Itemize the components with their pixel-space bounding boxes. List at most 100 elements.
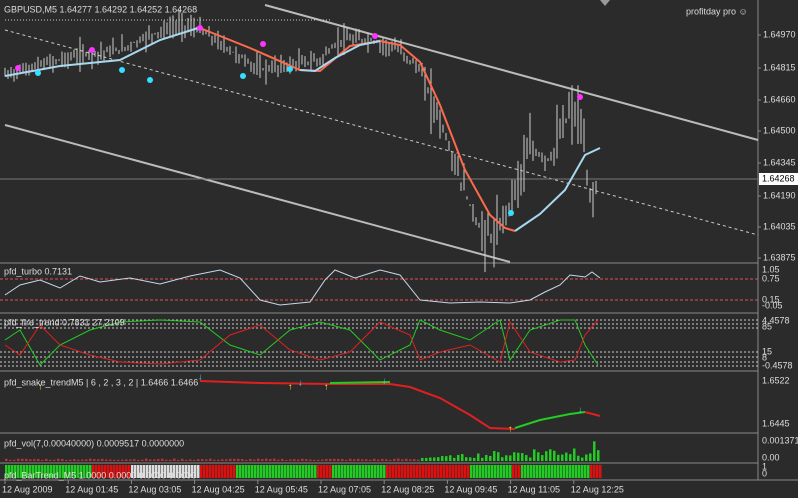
current-price: 1.64268	[762, 173, 795, 183]
volume-bar	[237, 458, 240, 461]
trend-bar	[533, 465, 536, 478]
time-label: 12 Aug 08:25	[381, 484, 434, 494]
ma-blue	[299, 40, 381, 73]
trend-bar	[557, 465, 560, 478]
trend-bar	[545, 465, 548, 478]
trend-bar	[566, 465, 569, 478]
volume-bar	[193, 459, 196, 461]
volume-bar	[497, 452, 500, 461]
volume-bar	[209, 458, 212, 461]
panel-axis-label: 15	[762, 346, 772, 356]
trend-bar	[122, 465, 125, 478]
time-label: 12 Aug 03:05	[128, 484, 181, 494]
volume-bar	[53, 459, 56, 461]
trend-bar	[254, 465, 257, 478]
volume-bar	[153, 459, 156, 461]
trend-bar	[152, 465, 155, 478]
volume-bar	[105, 459, 108, 461]
price-label: 1.64660	[763, 94, 796, 104]
volume-bar	[393, 458, 396, 461]
trend-bar	[290, 465, 293, 478]
trend-bar	[452, 465, 455, 478]
volume-bar	[245, 459, 248, 461]
volume-bar	[517, 452, 520, 461]
volume-bar	[589, 453, 592, 461]
trend-bar	[311, 465, 314, 478]
snake-green	[329, 381, 391, 384]
trend-bar	[74, 465, 77, 478]
svg-text:↑: ↑	[288, 381, 293, 391]
trend-bar	[449, 465, 452, 478]
trend-bar	[422, 465, 425, 478]
trend-bar	[281, 465, 284, 478]
trend-bar	[464, 465, 467, 478]
trend-bar	[257, 465, 260, 478]
trend-bar	[119, 465, 122, 478]
volume-bar	[417, 459, 420, 461]
volume-bar	[45, 458, 48, 461]
trend-bar	[242, 465, 245, 478]
volume-bar	[21, 458, 24, 461]
trend-bar	[530, 465, 533, 478]
volume-bar	[29, 459, 32, 461]
trend-bar	[161, 465, 164, 478]
trend-bar	[173, 465, 176, 478]
volume-bar	[157, 459, 160, 461]
trend-bar	[548, 465, 551, 478]
volume-bar	[313, 459, 316, 461]
trend-bar	[473, 465, 476, 478]
trend-bar	[521, 465, 524, 478]
trend-bar	[551, 465, 554, 478]
trend-bar	[377, 465, 380, 478]
panel-title: pfd_turbo 0.7131	[4, 266, 72, 276]
volume-bar	[133, 459, 136, 461]
volume-bar	[485, 454, 488, 461]
panel-axis-label: 1	[762, 461, 767, 471]
volume-bar	[353, 459, 356, 461]
trend-bar	[65, 465, 68, 478]
trend-bar	[95, 465, 98, 478]
volume-bar	[273, 458, 276, 461]
trend-bar	[23, 465, 26, 478]
volume-bar	[493, 451, 496, 461]
volume-bar	[381, 458, 384, 461]
volume-bar	[405, 458, 408, 461]
volume-bar	[69, 459, 72, 461]
trend-bar	[5, 465, 8, 478]
volume-bar	[81, 459, 84, 461]
trend-bar	[131, 465, 134, 478]
volume-bar	[85, 459, 88, 461]
volume-bar	[305, 459, 308, 461]
trend-bar	[515, 465, 518, 478]
trend-bar	[446, 465, 449, 478]
trend-bar	[536, 465, 539, 478]
trend-bar	[344, 465, 347, 478]
trend-bar	[221, 465, 224, 478]
volume-bar	[333, 458, 336, 461]
trend-bar	[56, 465, 59, 478]
price-label: 1.64190	[763, 190, 796, 200]
price-label: 1.64500	[763, 125, 796, 135]
time-label: 12 Aug 12:25	[571, 484, 624, 494]
volume-bar	[173, 458, 176, 461]
trend-bar	[512, 465, 515, 478]
volume-bar	[421, 457, 424, 461]
trend-bar	[236, 465, 239, 478]
time-label: 12 Aug 09:45	[444, 484, 497, 494]
trend-bar	[182, 465, 185, 478]
trend-bar	[518, 465, 521, 478]
trend-bar	[29, 465, 32, 478]
trend-bar	[341, 465, 344, 478]
panel-title: pfd_vol(7,0.00040000) 0.0009517 0.000000…	[4, 438, 184, 448]
volume-bar	[169, 459, 172, 461]
price-label: 1.64035	[763, 221, 796, 231]
trend-bar	[113, 465, 116, 478]
ma-blue	[4, 27, 199, 77]
trend-bar	[599, 465, 602, 478]
trend-bar	[302, 465, 305, 478]
trend-bar	[434, 465, 437, 478]
volume-bar	[337, 458, 340, 461]
trend-bar	[8, 465, 11, 478]
turbo-line	[4, 269, 601, 306]
trend-bar	[125, 465, 128, 478]
